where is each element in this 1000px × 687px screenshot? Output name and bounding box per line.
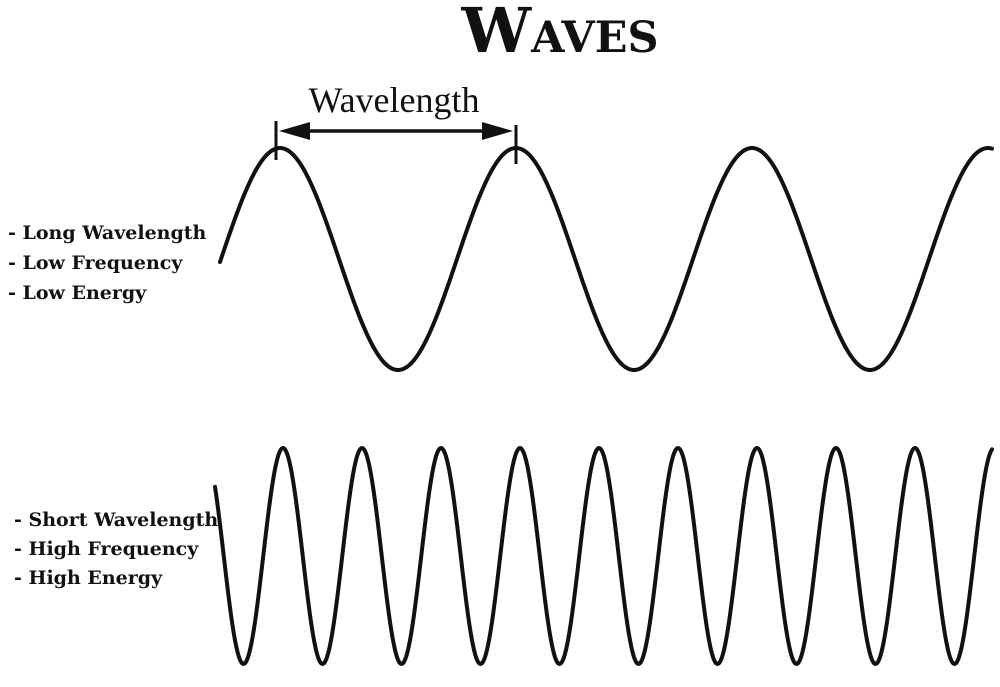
wavelength-label: Wavelength	[308, 80, 479, 120]
short-wave-property: - High Frequency	[14, 538, 199, 560]
page-title: Waves	[460, 0, 658, 67]
long-wave-property: - Long Wavelength	[8, 222, 207, 244]
long-wave-properties: - Long Wavelength - Low Frequency - Low …	[8, 222, 207, 304]
long-wave	[218, 146, 994, 372]
short-wave-property: - Short Wavelength	[14, 509, 218, 531]
long-wave-property: - Low Frequency	[8, 252, 183, 274]
short-wave-properties: - Short Wavelength - High Frequency - Hi…	[14, 509, 218, 589]
short-wave-property: - High Energy	[14, 567, 163, 589]
short-wave	[213, 446, 994, 666]
wavelength-arrow-left-head	[279, 122, 310, 140]
long-wave-property: - Low Energy	[8, 282, 147, 304]
wavelength-measure: Wavelength	[274, 80, 518, 164]
wavelength-arrow-right-head	[482, 122, 513, 140]
